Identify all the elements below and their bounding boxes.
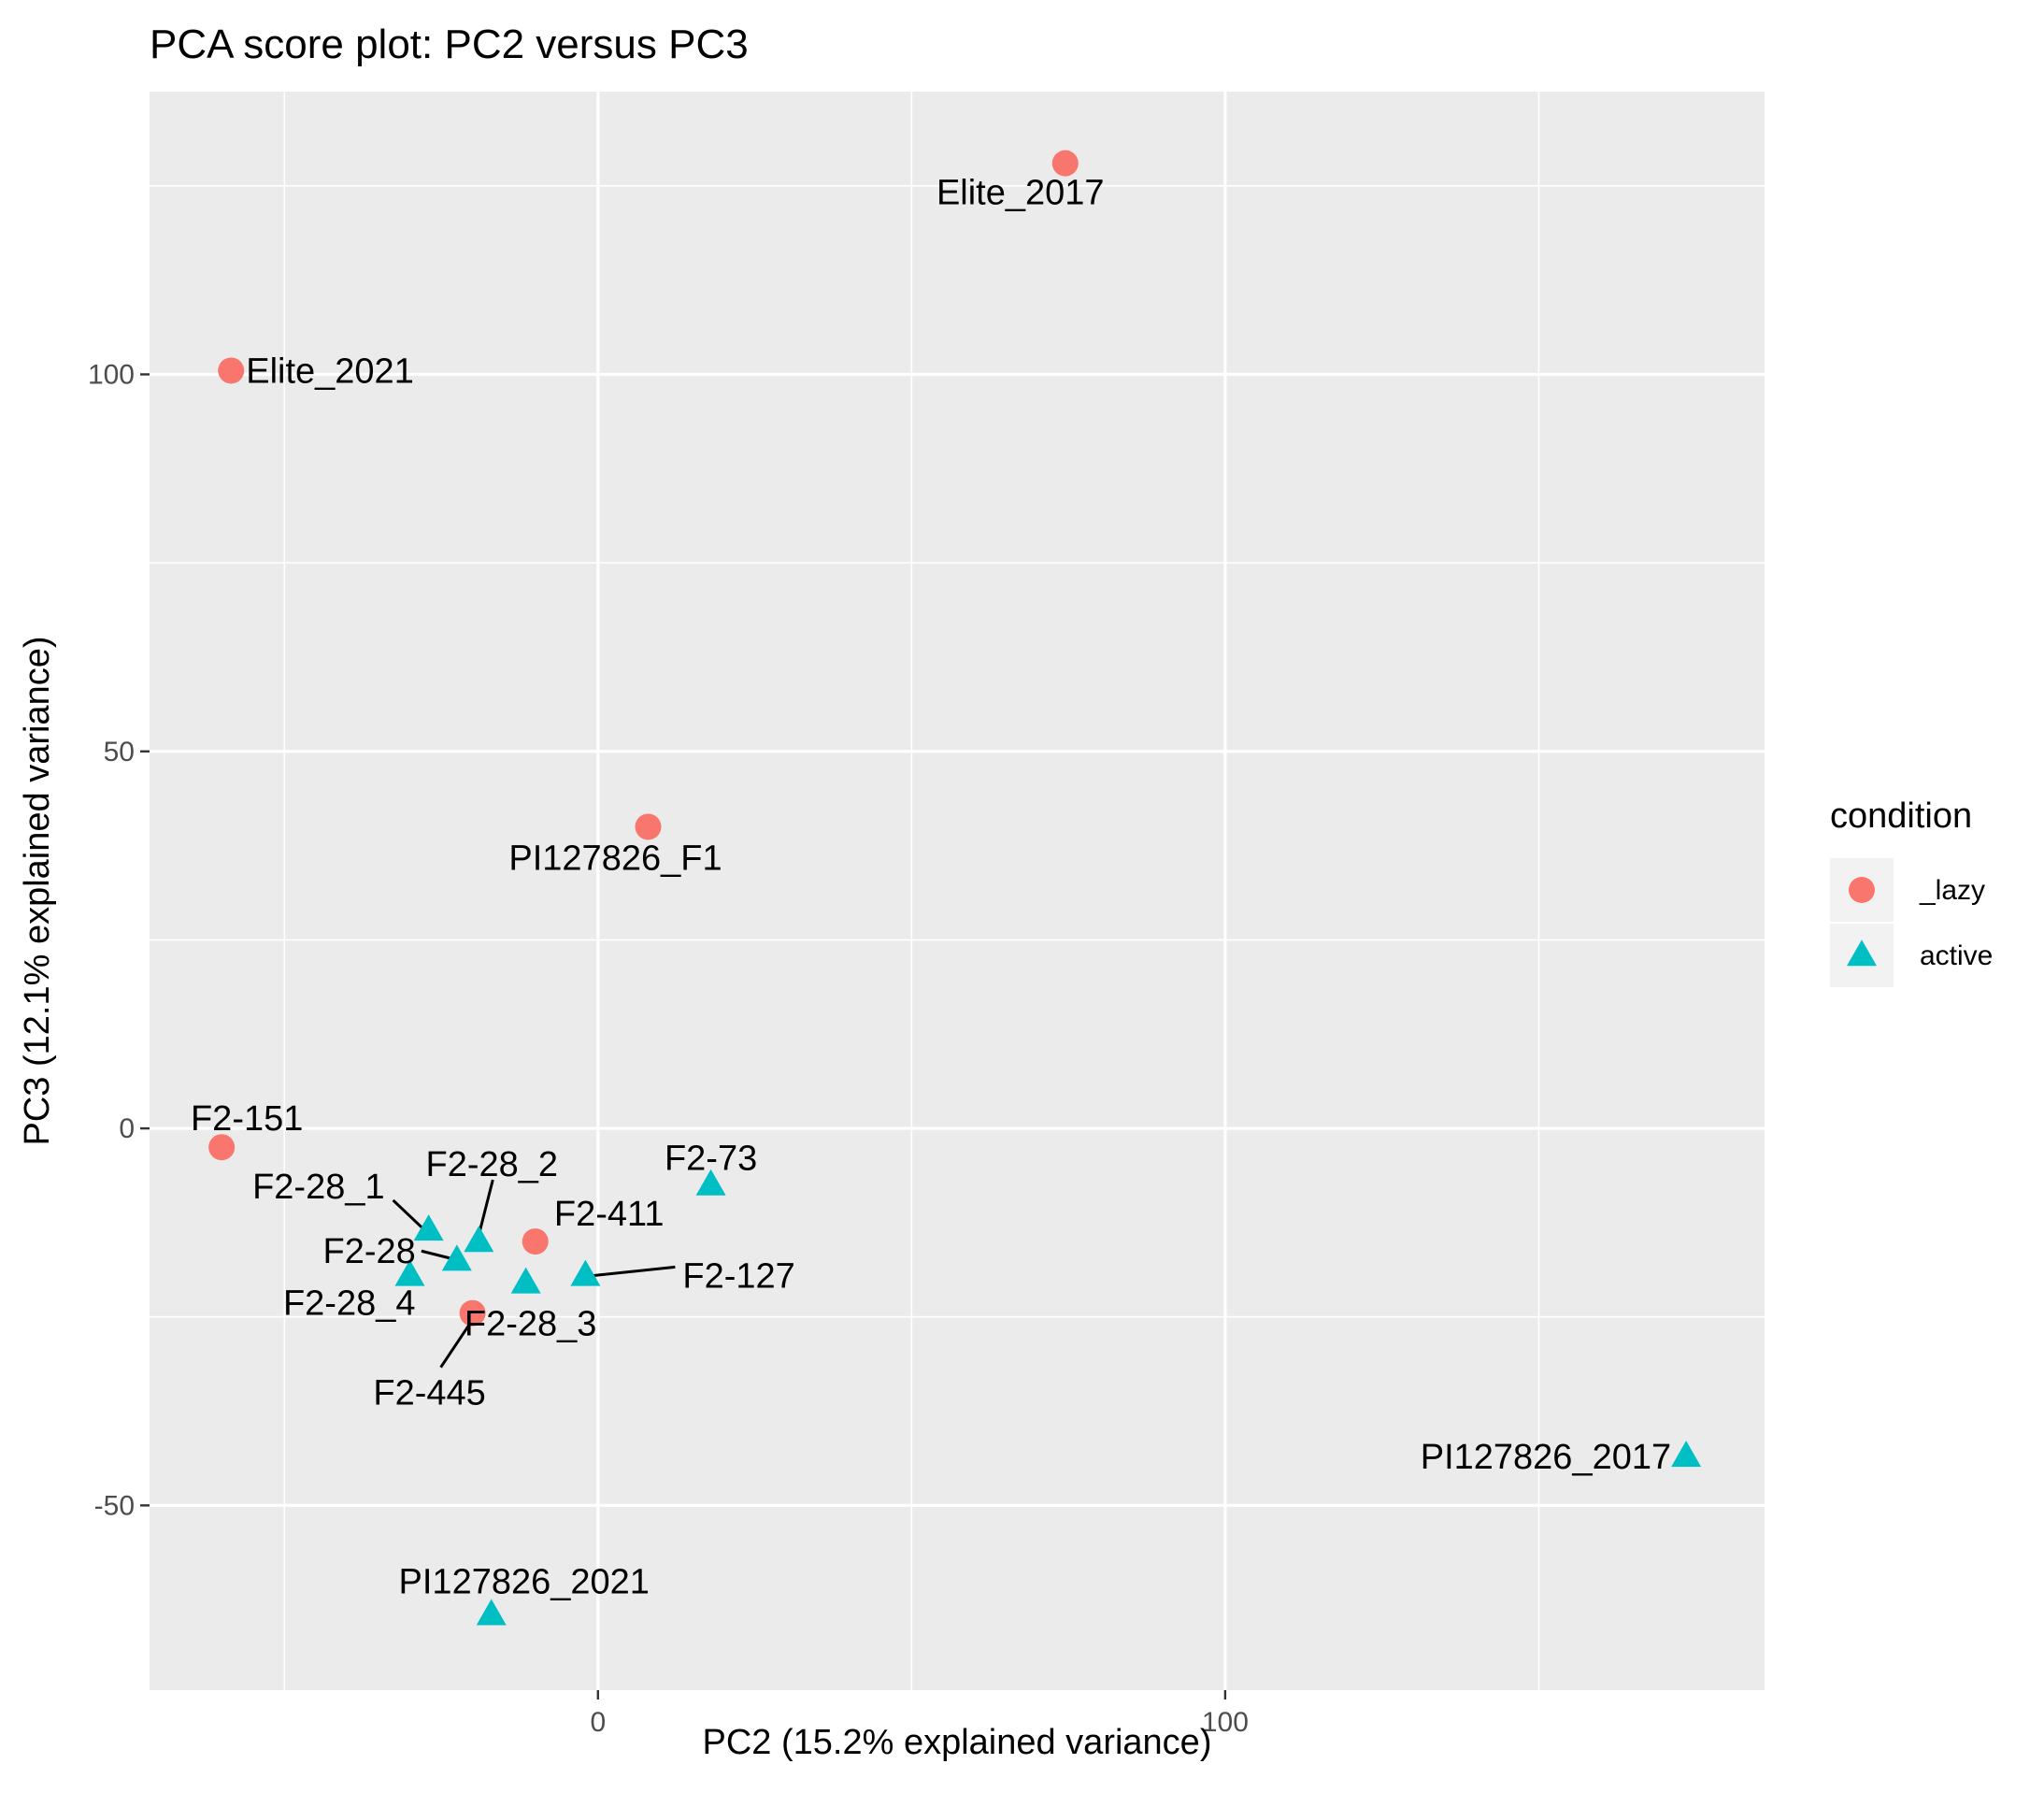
point-f2-445 — [459, 1299, 486, 1327]
x-axis: 0 100 — [590, 1690, 1249, 1738]
y-axis: -50 0 50 100 — [88, 359, 150, 1521]
label-pi127826-2017: PI127826_2017 — [1421, 1438, 1671, 1477]
label-pi127826-f1: PI127826_F1 — [508, 839, 722, 878]
y-axis-title: PC3 (12.1% explained variance) — [18, 637, 57, 1146]
label-f2-127: F2-127 — [682, 1256, 794, 1296]
label-elite-2017: Elite_2017 — [936, 174, 1105, 213]
point-f2-28 — [441, 1244, 472, 1271]
legend-label-lazy: _lazy — [1919, 875, 1985, 906]
legend-symbol-active — [1847, 939, 1877, 967]
label-f2-28: F2-28 — [323, 1232, 416, 1271]
point-pi127826-f1 — [635, 813, 662, 840]
label-pi127826-2021: PI127826_2021 — [399, 1562, 650, 1601]
legend-symbol-lazy — [1849, 877, 1875, 903]
point-f2-28-1 — [413, 1214, 444, 1241]
plot-panel — [150, 92, 1765, 1690]
chart-title: PCA score plot: PC2 versus PC3 — [150, 22, 749, 67]
label-f2-411: F2-411 — [554, 1195, 665, 1234]
connector-f2-127 — [585, 1265, 676, 1278]
minor-gridlines — [150, 92, 1765, 1690]
major-gridlines — [150, 92, 1765, 1690]
point-pi127826-2017 — [1671, 1441, 1702, 1468]
label-f2-151: F2-151 — [191, 1099, 303, 1139]
legend-title: condition — [1830, 796, 1972, 836]
label-f2-28-2: F2-28_2 — [426, 1145, 559, 1184]
label-f2-28-3: F2-28_3 — [465, 1304, 597, 1343]
point-f2-73 — [695, 1169, 726, 1196]
y-tick-label: 100 — [88, 359, 135, 390]
point-labels: Elite_2017 Elite_2021 PI127826_F1 F2-151 F2-… — [191, 174, 1671, 1602]
legend-label-active: active — [1920, 940, 1993, 971]
y-tick-label: 50 — [104, 737, 135, 767]
y-tick-label: 0 — [119, 1113, 135, 1144]
point-f2-28-4 — [394, 1259, 425, 1286]
connector-f2-445 — [439, 1321, 472, 1369]
data-points — [208, 150, 1702, 1626]
label-f2-28-4: F2-28_4 — [283, 1284, 416, 1323]
point-pi127826-2021 — [476, 1599, 507, 1626]
point-f2-127 — [570, 1259, 601, 1286]
point-f2-28-2 — [464, 1226, 494, 1253]
label-f2-73: F2-73 — [665, 1140, 757, 1179]
label-f2-445: F2-445 — [373, 1374, 485, 1413]
x-axis-title: PC2 (15.2% explained variance) — [703, 1723, 1212, 1762]
point-f2-411 — [522, 1228, 549, 1255]
point-elite-2017 — [1051, 150, 1079, 177]
x-tick-label: 0 — [590, 1707, 606, 1738]
point-elite-2021 — [218, 357, 245, 384]
x-tick-label: 100 — [1202, 1707, 1249, 1738]
point-f2-151 — [208, 1134, 236, 1161]
point-f2-28-3 — [510, 1267, 541, 1294]
y-tick-label: -50 — [94, 1490, 135, 1521]
label-f2-28-1: F2-28_1 — [252, 1168, 385, 1207]
label-elite-2021: Elite_2021 — [246, 351, 414, 391]
